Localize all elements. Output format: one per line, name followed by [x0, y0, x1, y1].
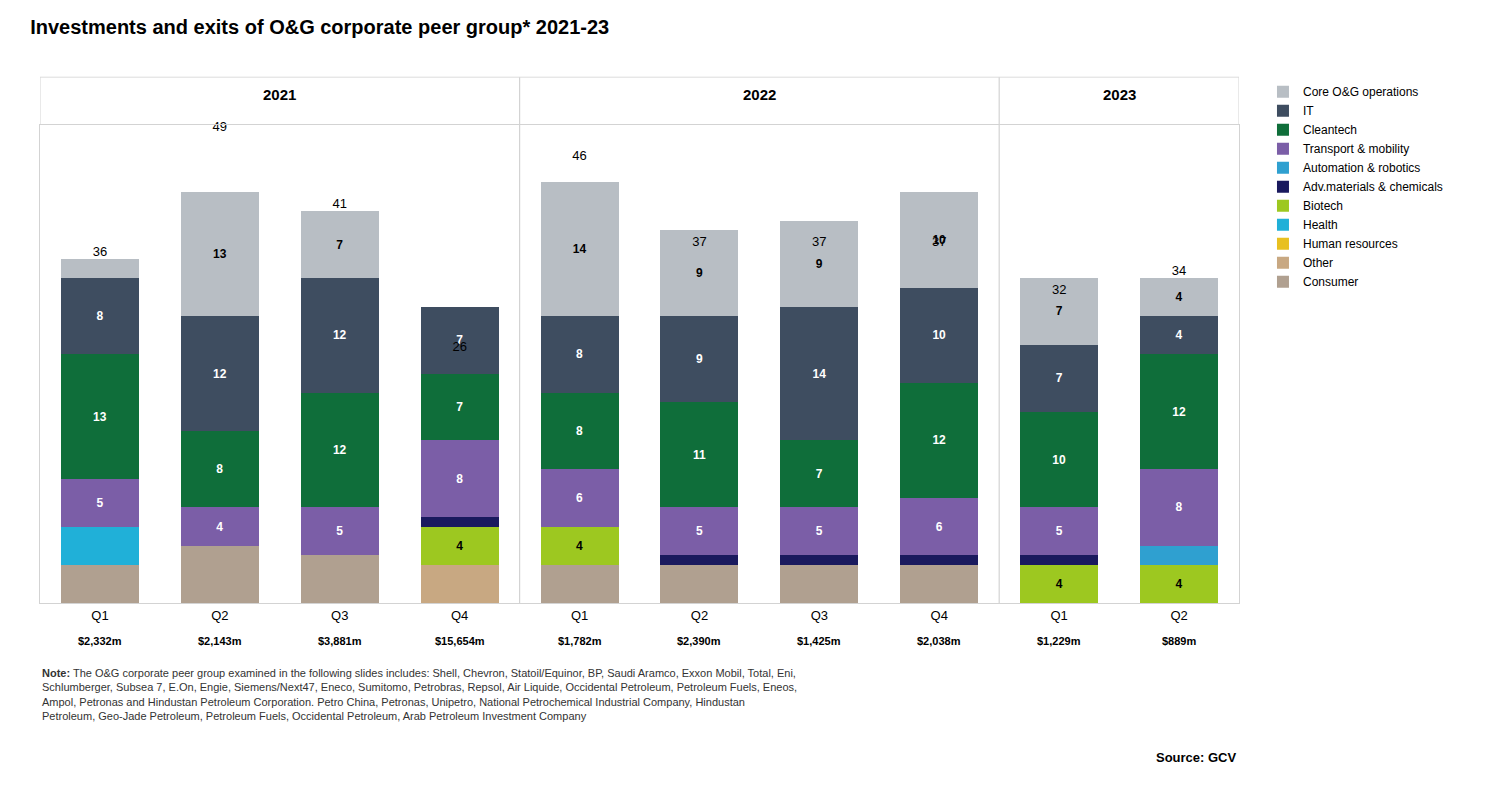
svg-text:Q4: Q4: [931, 608, 948, 623]
svg-text:Q2: Q2: [1170, 608, 1187, 623]
svg-text:Other: Other: [1303, 256, 1333, 270]
svg-text:IT: IT: [1303, 104, 1314, 118]
svg-text:$2,332m: $2,332m: [78, 635, 122, 647]
svg-text:36: 36: [93, 244, 107, 259]
svg-text:Q2: Q2: [691, 608, 708, 623]
svg-text:37: 37: [932, 234, 946, 249]
svg-text:7: 7: [336, 238, 343, 252]
svg-text:5: 5: [696, 524, 703, 538]
svg-text:Q2: Q2: [211, 608, 228, 623]
svg-text:$889m: $889m: [1162, 635, 1196, 647]
svg-text:Q1: Q1: [571, 608, 588, 623]
svg-text:5: 5: [336, 524, 343, 538]
svg-text:8: 8: [96, 309, 103, 323]
svg-text:Biotech: Biotech: [1303, 199, 1343, 213]
svg-text:2023: 2023: [1103, 86, 1136, 103]
svg-text:Q3: Q3: [811, 608, 828, 623]
svg-text:4: 4: [576, 539, 583, 553]
svg-text:32: 32: [1052, 282, 1066, 297]
svg-text:12: 12: [333, 328, 347, 342]
svg-text:4: 4: [1176, 577, 1183, 591]
svg-text:4: 4: [216, 520, 223, 534]
svg-text:4: 4: [1056, 577, 1063, 591]
svg-text:4: 4: [456, 539, 463, 553]
svg-text:$2,038m: $2,038m: [917, 635, 961, 647]
svg-text:13: 13: [213, 247, 227, 261]
svg-text:Source: GCV: Source: GCV: [1156, 750, 1237, 765]
svg-text:4: 4: [1176, 328, 1183, 342]
svg-text:Consumer: Consumer: [1303, 275, 1358, 289]
svg-text:41: 41: [333, 196, 347, 211]
svg-text:10: 10: [932, 233, 946, 247]
svg-text:Cleantech: Cleantech: [1303, 123, 1357, 137]
svg-text:14: 14: [573, 242, 587, 256]
svg-text:Core O&G operations: Core O&G operations: [1303, 85, 1418, 99]
svg-text:10: 10: [932, 328, 946, 342]
svg-text:5: 5: [1056, 524, 1063, 538]
svg-text:26: 26: [452, 339, 466, 354]
svg-text:14: 14: [813, 367, 827, 381]
svg-text:9: 9: [696, 352, 703, 366]
svg-text:4: 4: [1176, 290, 1183, 304]
svg-text:9: 9: [696, 266, 703, 280]
svg-text:Health: Health: [1303, 218, 1338, 232]
svg-text:7: 7: [456, 400, 463, 414]
svg-text:Automation & robotics: Automation & robotics: [1303, 161, 1420, 175]
svg-text:12: 12: [213, 367, 227, 381]
svg-text:7: 7: [456, 333, 463, 347]
svg-text:$2,143m: $2,143m: [198, 635, 242, 647]
svg-text:13: 13: [93, 410, 107, 424]
svg-text:2022: 2022: [743, 86, 776, 103]
svg-text:46: 46: [572, 148, 586, 163]
svg-text:8: 8: [576, 347, 583, 361]
svg-text:Q1: Q1: [91, 608, 108, 623]
svg-text:Q4: Q4: [451, 608, 468, 623]
svg-text:6: 6: [576, 491, 583, 505]
svg-text:6: 6: [936, 520, 943, 534]
svg-text:12: 12: [1172, 405, 1186, 419]
svg-text:37: 37: [692, 234, 706, 249]
svg-text:49: 49: [213, 119, 227, 134]
svg-text:10: 10: [1052, 453, 1066, 467]
svg-text:9: 9: [816, 257, 823, 271]
svg-text:8: 8: [456, 472, 463, 486]
svg-text:Q3: Q3: [331, 608, 348, 623]
svg-text:34: 34: [1172, 263, 1186, 278]
svg-text:$1,425m: $1,425m: [797, 635, 841, 647]
svg-text:7: 7: [1056, 371, 1063, 385]
svg-text:37: 37: [812, 234, 826, 249]
svg-text:8: 8: [1176, 500, 1183, 514]
svg-text:Note: The O&G corporate peer g: Note: The O&G corporate peer group exami…: [42, 667, 797, 722]
svg-text:$1,229m: $1,229m: [1037, 635, 1081, 647]
svg-text:7: 7: [1056, 304, 1063, 318]
svg-text:Adv.materials & chemicals: Adv.materials & chemicals: [1303, 180, 1443, 194]
svg-text:11: 11: [693, 448, 706, 462]
svg-text:8: 8: [576, 424, 583, 438]
svg-text:Q1: Q1: [1050, 608, 1067, 623]
svg-text:Human resources: Human resources: [1303, 237, 1398, 251]
svg-text:$3,881m: $3,881m: [318, 635, 362, 647]
svg-text:$1,782m: $1,782m: [558, 635, 602, 647]
svg-text:2021: 2021: [263, 86, 296, 103]
svg-text:Investments and exits of O&G c: Investments and exits of O&G corporate p…: [30, 16, 609, 38]
svg-text:$2,390m: $2,390m: [677, 635, 721, 647]
svg-text:7: 7: [816, 467, 823, 481]
svg-text:12: 12: [932, 433, 946, 447]
svg-text:Transport & mobility: Transport & mobility: [1303, 142, 1409, 156]
svg-text:5: 5: [96, 496, 103, 510]
svg-text:$15,654m: $15,654m: [435, 635, 485, 647]
svg-text:5: 5: [816, 524, 823, 538]
svg-text:8: 8: [216, 462, 223, 476]
svg-text:12: 12: [333, 443, 347, 457]
